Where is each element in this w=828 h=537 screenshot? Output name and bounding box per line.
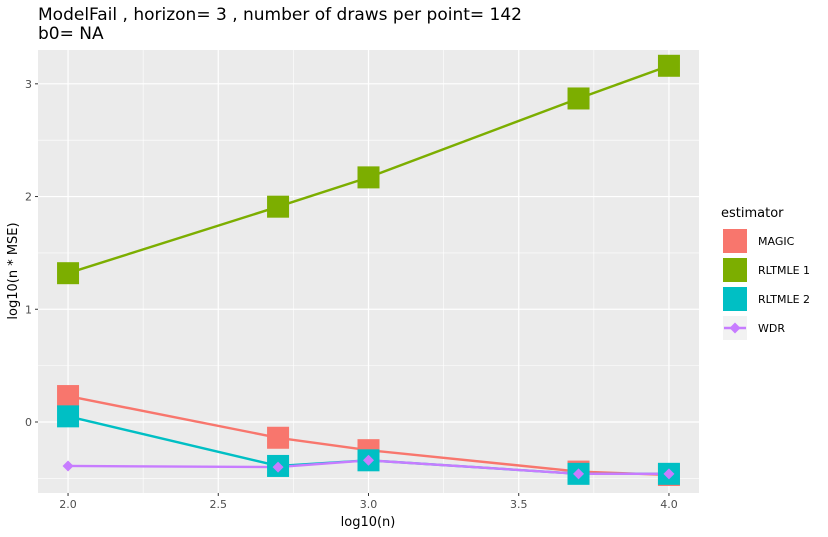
y-axis-ticks: 0 1 2 3 xyxy=(25,78,38,429)
y-tick-label: 1 xyxy=(25,303,32,316)
major-gridlines xyxy=(38,50,699,493)
y-tick-label: 2 xyxy=(25,191,32,204)
data-point xyxy=(57,405,80,428)
legend-key xyxy=(723,258,747,282)
legend-title: estimator xyxy=(721,206,784,221)
data-point xyxy=(663,468,675,480)
legend-item-label: RLTMLE 1 xyxy=(758,264,810,277)
x-axis-ticks: 2.0 2.5 3.0 3.5 4.0 xyxy=(59,493,678,511)
data-point xyxy=(567,87,590,110)
legend-key-marker xyxy=(723,258,747,282)
y-tick-label: 0 xyxy=(25,416,32,429)
series-layer xyxy=(57,54,680,486)
y-axis-label: log10(n * MSE) xyxy=(6,222,21,319)
x-tick-label: 3.5 xyxy=(510,498,528,511)
legend: estimator MAGIC RLTMLE 1 RLTMLE 2 WDR xyxy=(721,206,810,340)
legend-key-marker xyxy=(723,287,747,311)
legend-key xyxy=(723,316,747,340)
data-point xyxy=(57,262,80,285)
data-point xyxy=(62,460,74,472)
data-point xyxy=(267,195,290,218)
x-axis-label: log10(n) xyxy=(341,515,396,530)
legend-key xyxy=(723,287,747,311)
data-point xyxy=(573,468,585,480)
chart-subtitle: b0= NA xyxy=(38,24,104,44)
data-point xyxy=(272,461,284,473)
legend-key-marker xyxy=(729,322,741,334)
legend-key xyxy=(723,229,747,253)
x-tick-label: 3.0 xyxy=(360,498,378,511)
chart-title: ModelFail , horizon= 3 , number of draws… xyxy=(38,5,522,25)
data-point xyxy=(657,54,680,77)
legend-item-label: RLTMLE 2 xyxy=(758,293,810,306)
data-point xyxy=(363,454,374,466)
data-point xyxy=(267,426,290,449)
x-tick-label: 2.5 xyxy=(210,498,228,511)
legend-key-marker xyxy=(723,229,747,253)
legend-item-label: WDR xyxy=(758,322,785,335)
data-point xyxy=(57,385,80,408)
legend-item-label: MAGIC xyxy=(758,235,795,248)
data-point xyxy=(357,166,380,189)
x-tick-label: 2.0 xyxy=(59,498,77,511)
x-tick-label: 4.0 xyxy=(660,498,678,511)
y-tick-label: 3 xyxy=(25,78,32,91)
